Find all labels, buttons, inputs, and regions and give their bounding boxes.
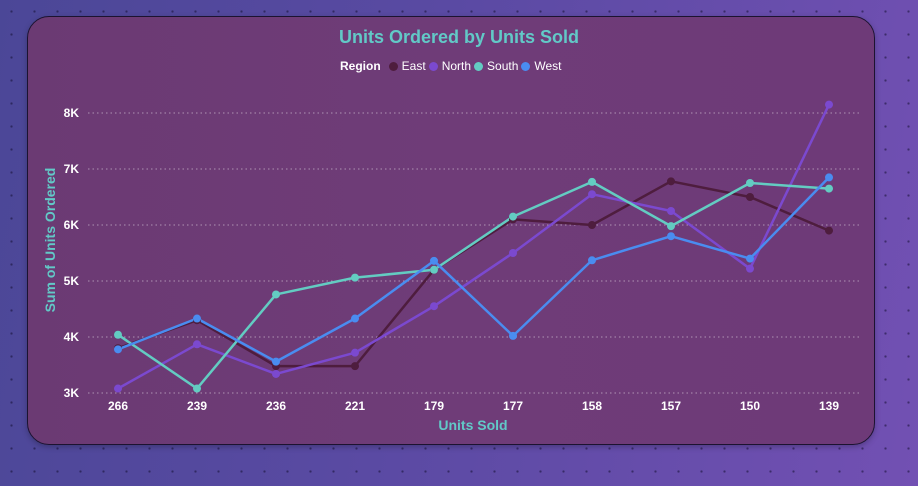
legend-item-north[interactable]: North <box>428 59 472 73</box>
x-tick-label: 236 <box>266 399 286 413</box>
x-tick-label: 179 <box>424 399 444 413</box>
data-point-west <box>588 256 596 265</box>
data-point-north <box>430 302 438 311</box>
chart-card <box>27 16 875 445</box>
legend-marker <box>388 61 398 71</box>
series-lines <box>117 104 831 390</box>
data-point-south <box>272 290 280 299</box>
legend-marker <box>474 61 484 71</box>
series-line-east <box>117 180 830 368</box>
data-point-east <box>825 226 833 235</box>
data-point-west <box>667 232 675 241</box>
data-point-south <box>746 179 754 187</box>
x-axis-title: Units Sold <box>438 417 507 433</box>
data-point-west <box>746 254 754 263</box>
data-point-west <box>114 345 122 354</box>
data-point-west <box>825 173 833 182</box>
x-tick-label: 239 <box>187 399 207 413</box>
series-line-west <box>117 176 830 363</box>
y-tick-label: 8K <box>64 106 80 120</box>
data-point-south <box>193 384 201 393</box>
data-point-south <box>667 222 675 231</box>
series-line-south <box>117 180 830 390</box>
y-axis-title: Sum of Units Ordered <box>42 168 58 313</box>
data-point-south <box>825 184 833 193</box>
data-point-west <box>430 256 438 265</box>
chart-title: Units Ordered by Units Sold <box>338 27 580 47</box>
data-point-west <box>193 314 201 323</box>
legend-label: North <box>441 59 472 73</box>
data-point-north <box>193 340 201 349</box>
y-tick-label: 5K <box>64 274 80 288</box>
data-point-west <box>272 357 280 366</box>
data-point-north <box>114 384 122 393</box>
legend-item-east[interactable]: East <box>388 59 426 73</box>
data-point-west <box>351 314 359 323</box>
data-point-east <box>588 221 596 229</box>
legend-label: East <box>401 59 426 73</box>
x-tick-label: 177 <box>503 399 523 413</box>
x-tick-label: 139 <box>819 399 839 413</box>
gridlines <box>88 112 862 394</box>
x-tick-label: 266 <box>108 399 128 413</box>
data-point-south <box>430 265 438 274</box>
data-point-south <box>114 330 122 339</box>
data-point-south <box>509 212 517 221</box>
data-point-north <box>667 207 675 215</box>
x-tick-label: 158 <box>582 399 602 413</box>
data-point-north <box>825 100 833 109</box>
data-point-north <box>509 249 517 257</box>
y-tick-label: 6K <box>64 218 80 232</box>
x-tick-label: 157 <box>661 399 681 413</box>
x-tick-label: 221 <box>345 399 365 413</box>
y-axis-ticks: 3K 4K 5K 6K 7K 8K <box>64 106 80 400</box>
legend-marker <box>428 61 438 71</box>
legend-marker <box>521 61 531 71</box>
legend: Region East North South West <box>340 58 565 74</box>
data-point-north <box>272 369 280 378</box>
data-point-south <box>351 273 359 282</box>
y-tick-label: 3K <box>64 386 80 400</box>
x-axis-ticks: 266 239 236 221 179 177 158 157 150 139 <box>108 399 839 413</box>
x-tick-label: 150 <box>740 399 760 413</box>
series-points <box>114 100 833 393</box>
legend-item-south[interactable]: South <box>474 59 518 73</box>
data-point-east <box>746 193 754 201</box>
legend-label: West <box>534 59 562 73</box>
series-line-north <box>117 104 831 390</box>
data-point-east <box>667 177 675 186</box>
legend-title: Region <box>340 59 381 73</box>
y-tick-label: 7K <box>64 162 80 176</box>
data-point-south <box>588 177 596 186</box>
legend-item-west[interactable]: West <box>521 59 562 73</box>
data-point-north <box>588 190 596 199</box>
y-tick-label: 4K <box>64 330 80 344</box>
legend-label: South <box>487 59 519 73</box>
data-point-east <box>351 362 359 371</box>
data-point-north <box>351 348 359 357</box>
data-point-north <box>746 264 754 273</box>
data-point-west <box>509 331 517 340</box>
